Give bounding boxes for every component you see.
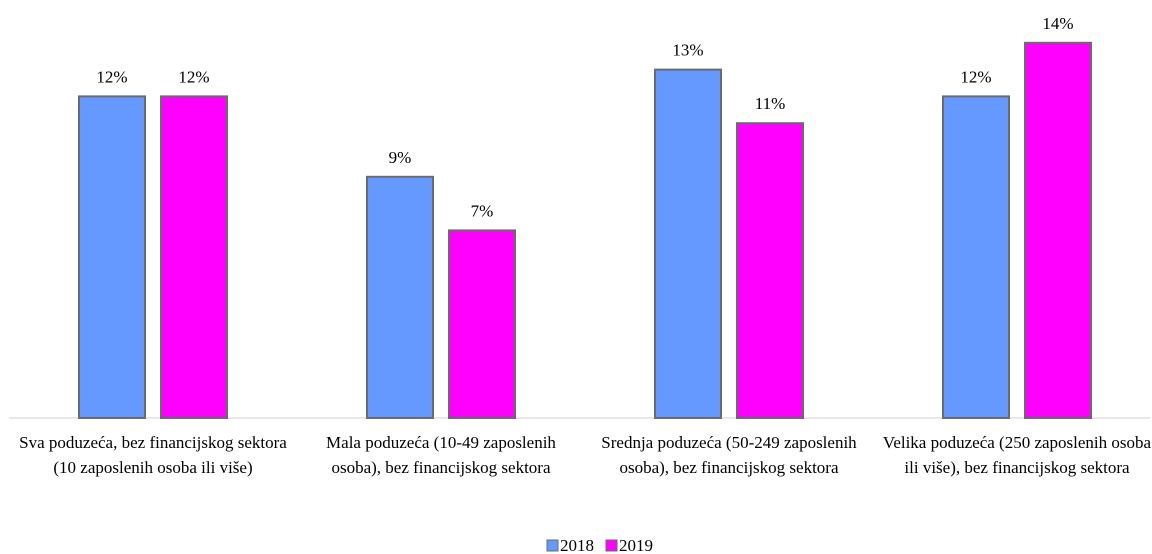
- legend-swatch: [605, 539, 618, 552]
- data-label: 9%: [389, 148, 412, 167]
- data-label: 14%: [1042, 14, 1073, 33]
- legend-label: 2018: [560, 536, 594, 554]
- data-label: 7%: [471, 201, 494, 220]
- bar: [1024, 41, 1092, 420]
- x-tick-label: Velika poduzeća (250 zaposlenih osoba il…: [882, 433, 1152, 477]
- bar: [942, 95, 1010, 420]
- legend-label: 2019: [619, 536, 653, 554]
- bar: [736, 122, 804, 419]
- x-tick-label: Sva poduzeća, bez financijskog sektora (…: [19, 433, 287, 477]
- bar: [160, 95, 228, 420]
- data-label: 11%: [755, 94, 786, 113]
- x-tick-label: Mala poduzeća (10-49 zaposlenih osoba), …: [326, 433, 556, 477]
- data-label: 13%: [672, 41, 703, 60]
- bar: [448, 229, 516, 419]
- bar: [78, 95, 146, 420]
- data-label: 12%: [96, 67, 127, 86]
- bar: [366, 175, 434, 419]
- x-tick-label: Srednja poduzeća (50-249 zaposlenih osob…: [601, 433, 857, 477]
- legend-swatch: [546, 539, 559, 552]
- bar: [654, 68, 722, 419]
- data-label: 12%: [960, 67, 991, 86]
- data-label: 12%: [178, 67, 209, 86]
